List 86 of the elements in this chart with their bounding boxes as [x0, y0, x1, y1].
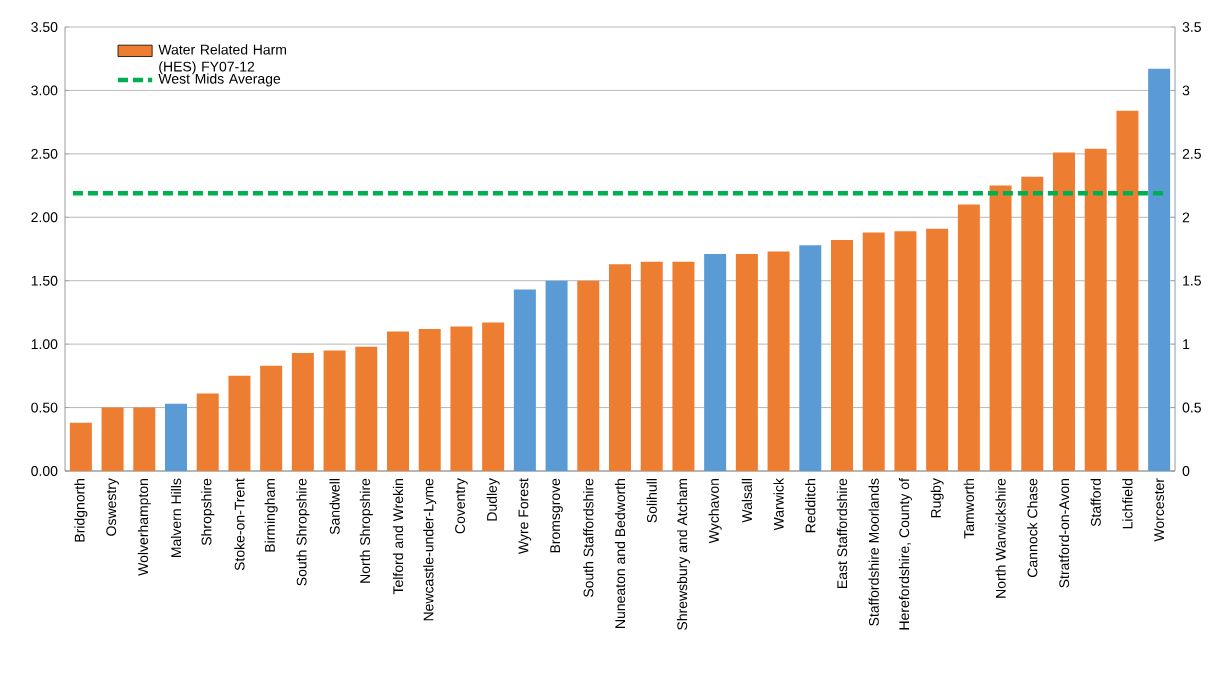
- x-tick-label: Dudley: [486, 478, 500, 521]
- x-tick-label: Oswestry: [106, 478, 119, 536]
- x-tick-label: Redditch: [805, 478, 816, 533]
- x-tick-label: North Shropshire: [359, 478, 373, 583]
- bar: [513, 289, 536, 471]
- bar: [228, 375, 251, 471]
- x-tick-label: Bridgnorth: [74, 478, 88, 542]
- x-tick-label: Warwick: [773, 478, 784, 531]
- x-tick-label: Newcastle-under-Lyme: [423, 478, 437, 621]
- x-tick-label: Coventry: [455, 478, 468, 534]
- x-tick-label: Lichfield: [1122, 478, 1133, 529]
- x-tick-label: Worcester: [1154, 478, 1165, 542]
- y-tick-label: 0.50: [31, 402, 58, 413]
- bar: [609, 264, 632, 471]
- y2-tick-label: 1.5: [1183, 275, 1201, 286]
- x-tick-label: Birmingham: [264, 479, 278, 552]
- bar: [926, 228, 949, 471]
- x-tick-label: Rugby: [930, 478, 944, 518]
- bar: [133, 407, 156, 471]
- bar: [735, 254, 758, 471]
- bar: [1053, 152, 1075, 471]
- bar: [69, 422, 92, 471]
- x-tick-label: Nuneaton and Bedworth: [614, 479, 626, 628]
- x-tick-label: South Staffordshire: [583, 478, 594, 598]
- y-tick-label: 3.50: [31, 22, 58, 32]
- bar: [355, 346, 378, 471]
- x-tick-label: Wychavon: [708, 478, 722, 544]
- y-tick-label: 2.00: [31, 212, 58, 223]
- bar: [418, 328, 441, 471]
- y-tick-label: 1.00: [31, 339, 58, 350]
- bar: [640, 261, 663, 471]
- x-tick-label: Wolverhampton: [137, 478, 151, 576]
- bar: [799, 245, 822, 471]
- y2-tick-label: 2.5: [1182, 148, 1201, 159]
- bar: [387, 331, 410, 471]
- x-tick-label: South Shropshire: [296, 478, 310, 586]
- bar: [450, 326, 473, 471]
- bar: [291, 353, 314, 471]
- bar: [165, 403, 188, 471]
- bar: [1021, 176, 1044, 471]
- x-tick-label: Sandwell: [329, 479, 340, 535]
- bar: [831, 240, 853, 471]
- x-tick-label: Stoke-on-Trent: [234, 478, 245, 571]
- x-tick-label: Malvern Hills: [170, 478, 182, 558]
- x-tick-label: Walsall: [741, 479, 752, 523]
- bar: [101, 407, 124, 471]
- y2-tick-label: 1: [1183, 339, 1190, 349]
- bar: [545, 280, 568, 471]
- bar: [482, 322, 505, 471]
- bar: [704, 254, 727, 471]
- x-tick-label: Cannock Chase: [1027, 478, 1038, 577]
- y-tick-label: 1.50: [31, 275, 58, 286]
- bar: [989, 185, 1012, 471]
- x-tick-label: Solihull: [646, 479, 657, 523]
- bar: [957, 204, 980, 471]
- bar: [672, 261, 695, 471]
- y2-tick-label: 2: [1182, 212, 1190, 223]
- bar: [1084, 148, 1107, 471]
- x-tick-label: Staffordshire Moorlands: [868, 478, 879, 626]
- y-tick-label: 2.50: [31, 148, 58, 159]
- bar: [577, 280, 600, 471]
- x-tick-label: Shropshire: [201, 478, 215, 546]
- y2-tick-label: 3: [1182, 85, 1190, 96]
- y-tick-label: 3.00: [31, 85, 58, 96]
- bar: [1116, 110, 1139, 471]
- bar: [1148, 68, 1171, 471]
- y2-tick-label: 3.5: [1182, 22, 1201, 32]
- x-tick-label: Herefordshire, County of: [898, 478, 912, 630]
- y2-tick-label: 0.5: [1182, 402, 1201, 413]
- bar: [862, 232, 885, 471]
- y-tick-label: 0.00: [31, 466, 58, 476]
- x-tick-label: Stafford: [1090, 478, 1101, 527]
- x-tick-label: Bromsgrove: [550, 478, 563, 553]
- y2-tick-label: 0: [1182, 466, 1190, 476]
- bar: [196, 393, 219, 471]
- bar: [323, 350, 346, 471]
- x-tick-label: Wyre Forest: [518, 478, 532, 555]
- x-tick-label: Tamworth: [963, 478, 974, 539]
- x-tick-label: East Staffordshire: [836, 478, 848, 588]
- bar: [767, 251, 790, 471]
- x-tick-label: North Warwickshire: [995, 478, 1006, 598]
- bar: [894, 231, 917, 471]
- x-tick-label: Telford and Wrekin: [392, 478, 404, 595]
- bar: [260, 365, 283, 471]
- x-tick-label: Stratford-on-Avon: [1058, 478, 1070, 588]
- x-tick-label: Shrewsbury and Atcham: [676, 479, 690, 630]
